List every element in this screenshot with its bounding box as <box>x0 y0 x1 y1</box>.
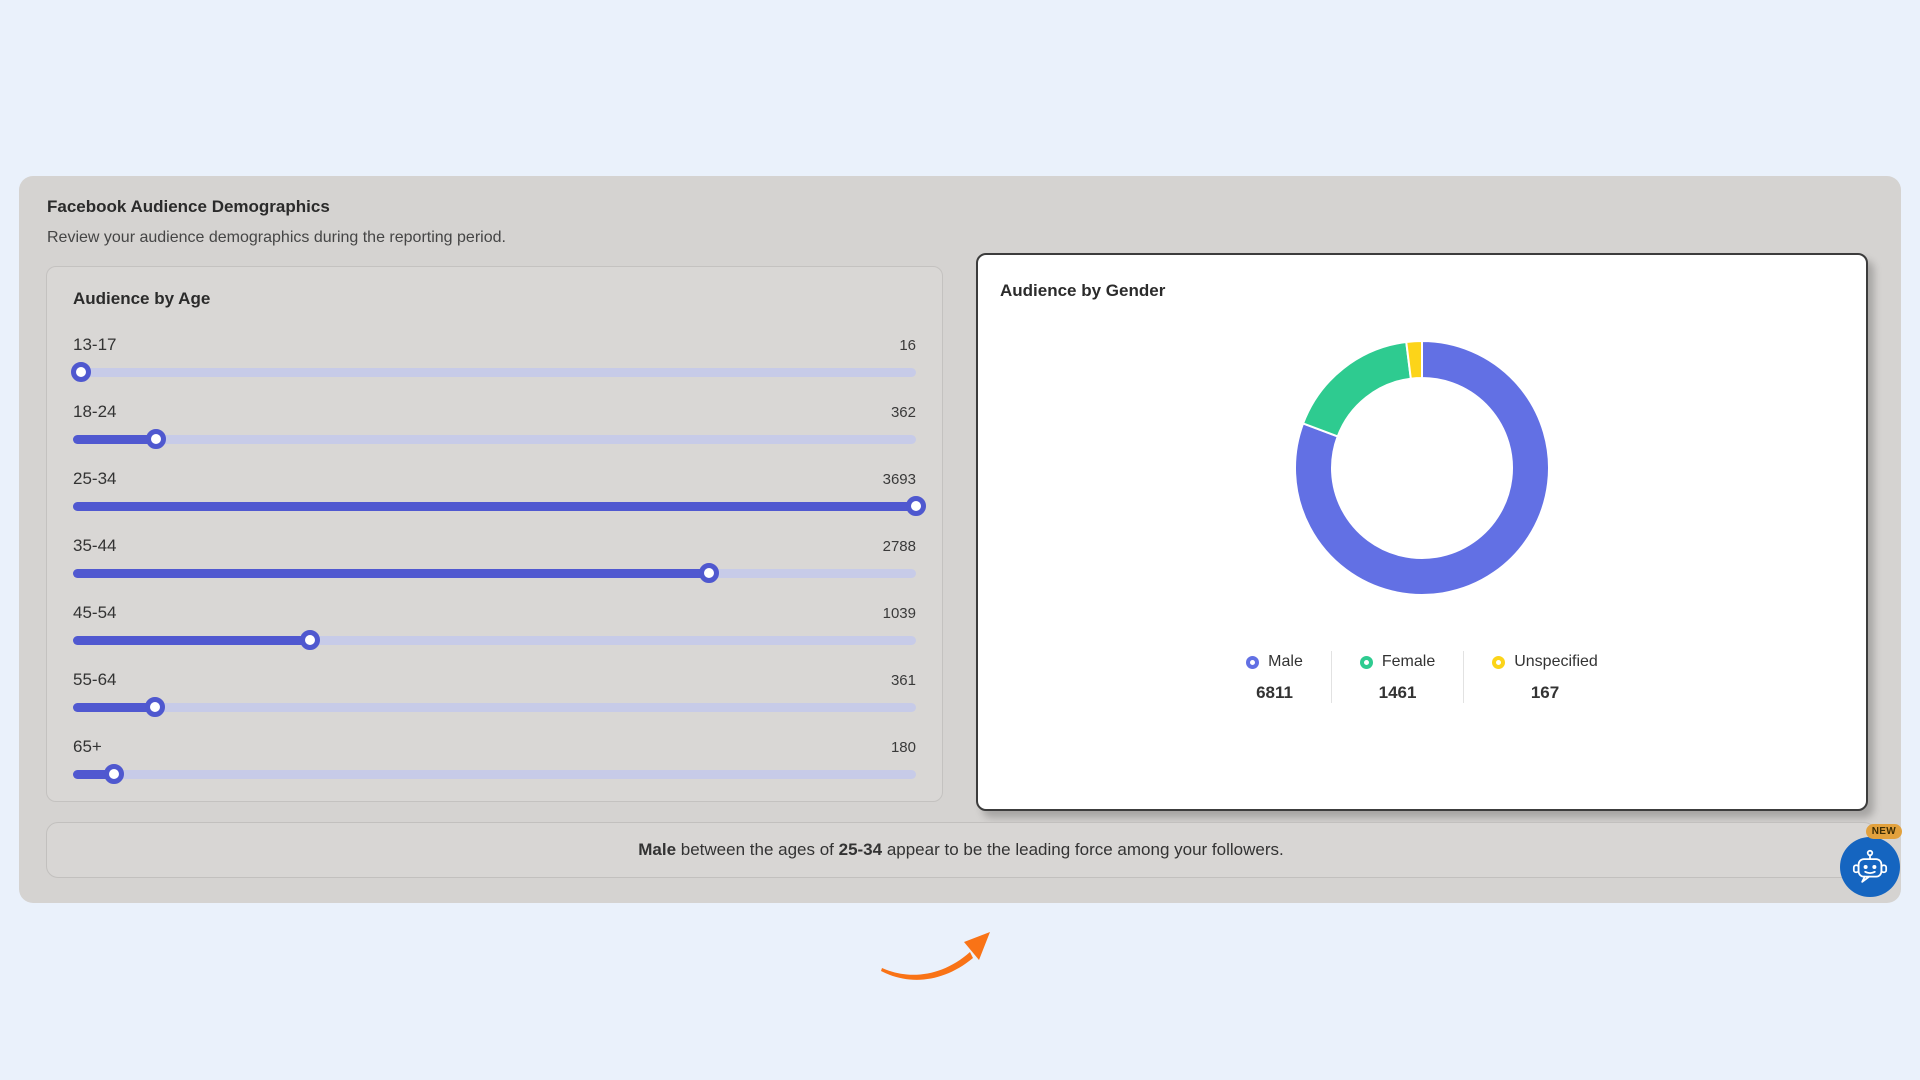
legend-value: 1461 <box>1378 683 1417 702</box>
slider-fill <box>73 703 156 712</box>
gender-card-title: Audience by Gender <box>1000 281 1166 300</box>
age-row: 25-34 3693 <box>73 465 926 532</box>
summary-tail: appear to be the leading force among you… <box>882 840 1284 859</box>
legend-head: Male <box>1246 651 1303 673</box>
summary-text: Male between the ages of 25-34 appear to… <box>638 840 1283 860</box>
summary-bar: Male between the ages of 25-34 appear to… <box>46 822 1876 878</box>
age-range-label: 35-44 <box>73 536 117 555</box>
age-value: 1039 <box>882 605 916 622</box>
summary-mid: between the ages of <box>676 840 839 859</box>
age-value: 3693 <box>882 471 916 488</box>
demographics-panel: Facebook Audience Demographics Review yo… <box>19 176 1901 903</box>
legend-value: 167 <box>1530 683 1560 702</box>
slider-track[interactable] <box>73 368 916 377</box>
slider-fill <box>73 770 115 779</box>
age-range-label: 65+ <box>73 737 102 756</box>
chatbot-widget: NEW <box>1838 824 1910 898</box>
age-slider[interactable] <box>73 563 916 583</box>
slider-fill <box>73 502 916 511</box>
age-row-head: 55-64 361 <box>73 666 916 690</box>
audience-by-age-card: Audience by Age 13-17 16 18-24 362 25-34 3693… <box>46 266 943 802</box>
age-row-head: 45-54 1039 <box>73 599 916 623</box>
legend-item-female[interactable]: Female 1461 <box>1330 651 1463 703</box>
age-row: 35-44 2788 <box>73 532 916 599</box>
age-slider[interactable] <box>73 496 926 516</box>
slider-track[interactable] <box>73 770 916 779</box>
chatbot-button[interactable] <box>1840 837 1900 897</box>
page-subtitle: Review your audience demographics during… <box>47 229 506 246</box>
legend-head: Female <box>1359 651 1436 673</box>
age-range-label: 45-54 <box>73 603 117 622</box>
legend-marker-icon <box>1246 655 1260 669</box>
age-slider[interactable] <box>73 764 916 784</box>
donut-svg <box>1294 339 1550 596</box>
legend-item-unspecified[interactable]: Unspecified 167 <box>1463 651 1626 703</box>
age-range-label: 25-34 <box>73 469 117 488</box>
legend-marker-icon <box>1492 655 1506 669</box>
age-range-label: 13-17 <box>73 335 117 354</box>
age-value: 16 <box>899 337 916 354</box>
donut-slice-male[interactable] <box>1294 339 1550 596</box>
slider-thumb[interactable] <box>104 764 125 784</box>
slider-thumb[interactable] <box>906 496 926 516</box>
legend-item-male[interactable]: Male 6811 <box>1218 651 1331 703</box>
age-row-head: 13-17 16 <box>73 331 916 355</box>
age-value: 362 <box>890 404 916 421</box>
summary-range: 25-34 <box>838 840 883 859</box>
slider-thumb[interactable] <box>699 563 720 583</box>
slider-thumb[interactable] <box>71 362 91 382</box>
age-slider[interactable] <box>73 429 916 449</box>
age-row: 55-64 361 <box>73 666 916 733</box>
age-row-head: 65+ 180 <box>73 733 916 757</box>
legend-label: Male <box>1268 653 1303 670</box>
age-row-head: 35-44 2788 <box>73 532 916 556</box>
legend-head: Unspecified <box>1492 651 1598 673</box>
legend-value: 6811 <box>1256 683 1293 702</box>
gender-donut-chart <box>1285 331 1559 605</box>
age-row: 45-54 1039 <box>73 599 916 666</box>
audience-by-gender-card: Audience by Gender Male 6811 Female 1461 Uns… <box>976 253 1868 811</box>
summary-lead: Male <box>638 840 677 859</box>
robot-icon <box>1852 849 1888 883</box>
slider-thumb[interactable] <box>300 630 321 650</box>
age-card-title: Audience by Age <box>73 289 211 308</box>
donut-slice-female[interactable] <box>1301 340 1412 438</box>
age-row: 13-17 16 <box>71 331 916 398</box>
legend-label: Female <box>1381 653 1436 670</box>
gender-legend: Male 6811 Female 1461 Unspecified 167 <box>978 651 1866 703</box>
age-range-label: 55-64 <box>73 670 117 689</box>
slider-track[interactable] <box>73 636 916 645</box>
age-row-head: 18-24 362 <box>73 398 916 422</box>
legend-label: Unspecified <box>1514 653 1598 670</box>
age-slider[interactable] <box>73 697 916 717</box>
arrow-decoration <box>878 920 1008 990</box>
legend-marker-icon <box>1359 655 1373 669</box>
curved-arrow-icon <box>881 932 990 980</box>
slider-fill <box>73 569 710 578</box>
slider-track[interactable] <box>73 703 916 712</box>
new-badge: NEW <box>1865 824 1902 839</box>
slider-fill <box>73 435 156 444</box>
donut-slice-unspecified[interactable] <box>1405 339 1423 380</box>
age-slider[interactable] <box>71 362 916 382</box>
age-row-head: 25-34 3693 <box>73 465 916 489</box>
slider-thumb[interactable] <box>145 429 166 449</box>
age-value: 361 <box>890 672 916 689</box>
age-row: 18-24 362 <box>73 398 916 465</box>
age-row: 65+ 180 <box>73 733 916 800</box>
slider-track[interactable] <box>73 435 916 444</box>
age-value: 2788 <box>882 538 916 555</box>
page-title: Facebook Audience Demographics <box>47 197 330 216</box>
age-slider-list: 13-17 16 18-24 362 25-34 3693 35-44 2788 45-54 10… <box>71 331 926 800</box>
slider-thumb[interactable] <box>145 697 166 717</box>
age-slider[interactable] <box>73 630 916 650</box>
slider-fill <box>73 636 311 645</box>
age-value: 180 <box>890 739 916 756</box>
age-range-label: 18-24 <box>73 402 117 421</box>
